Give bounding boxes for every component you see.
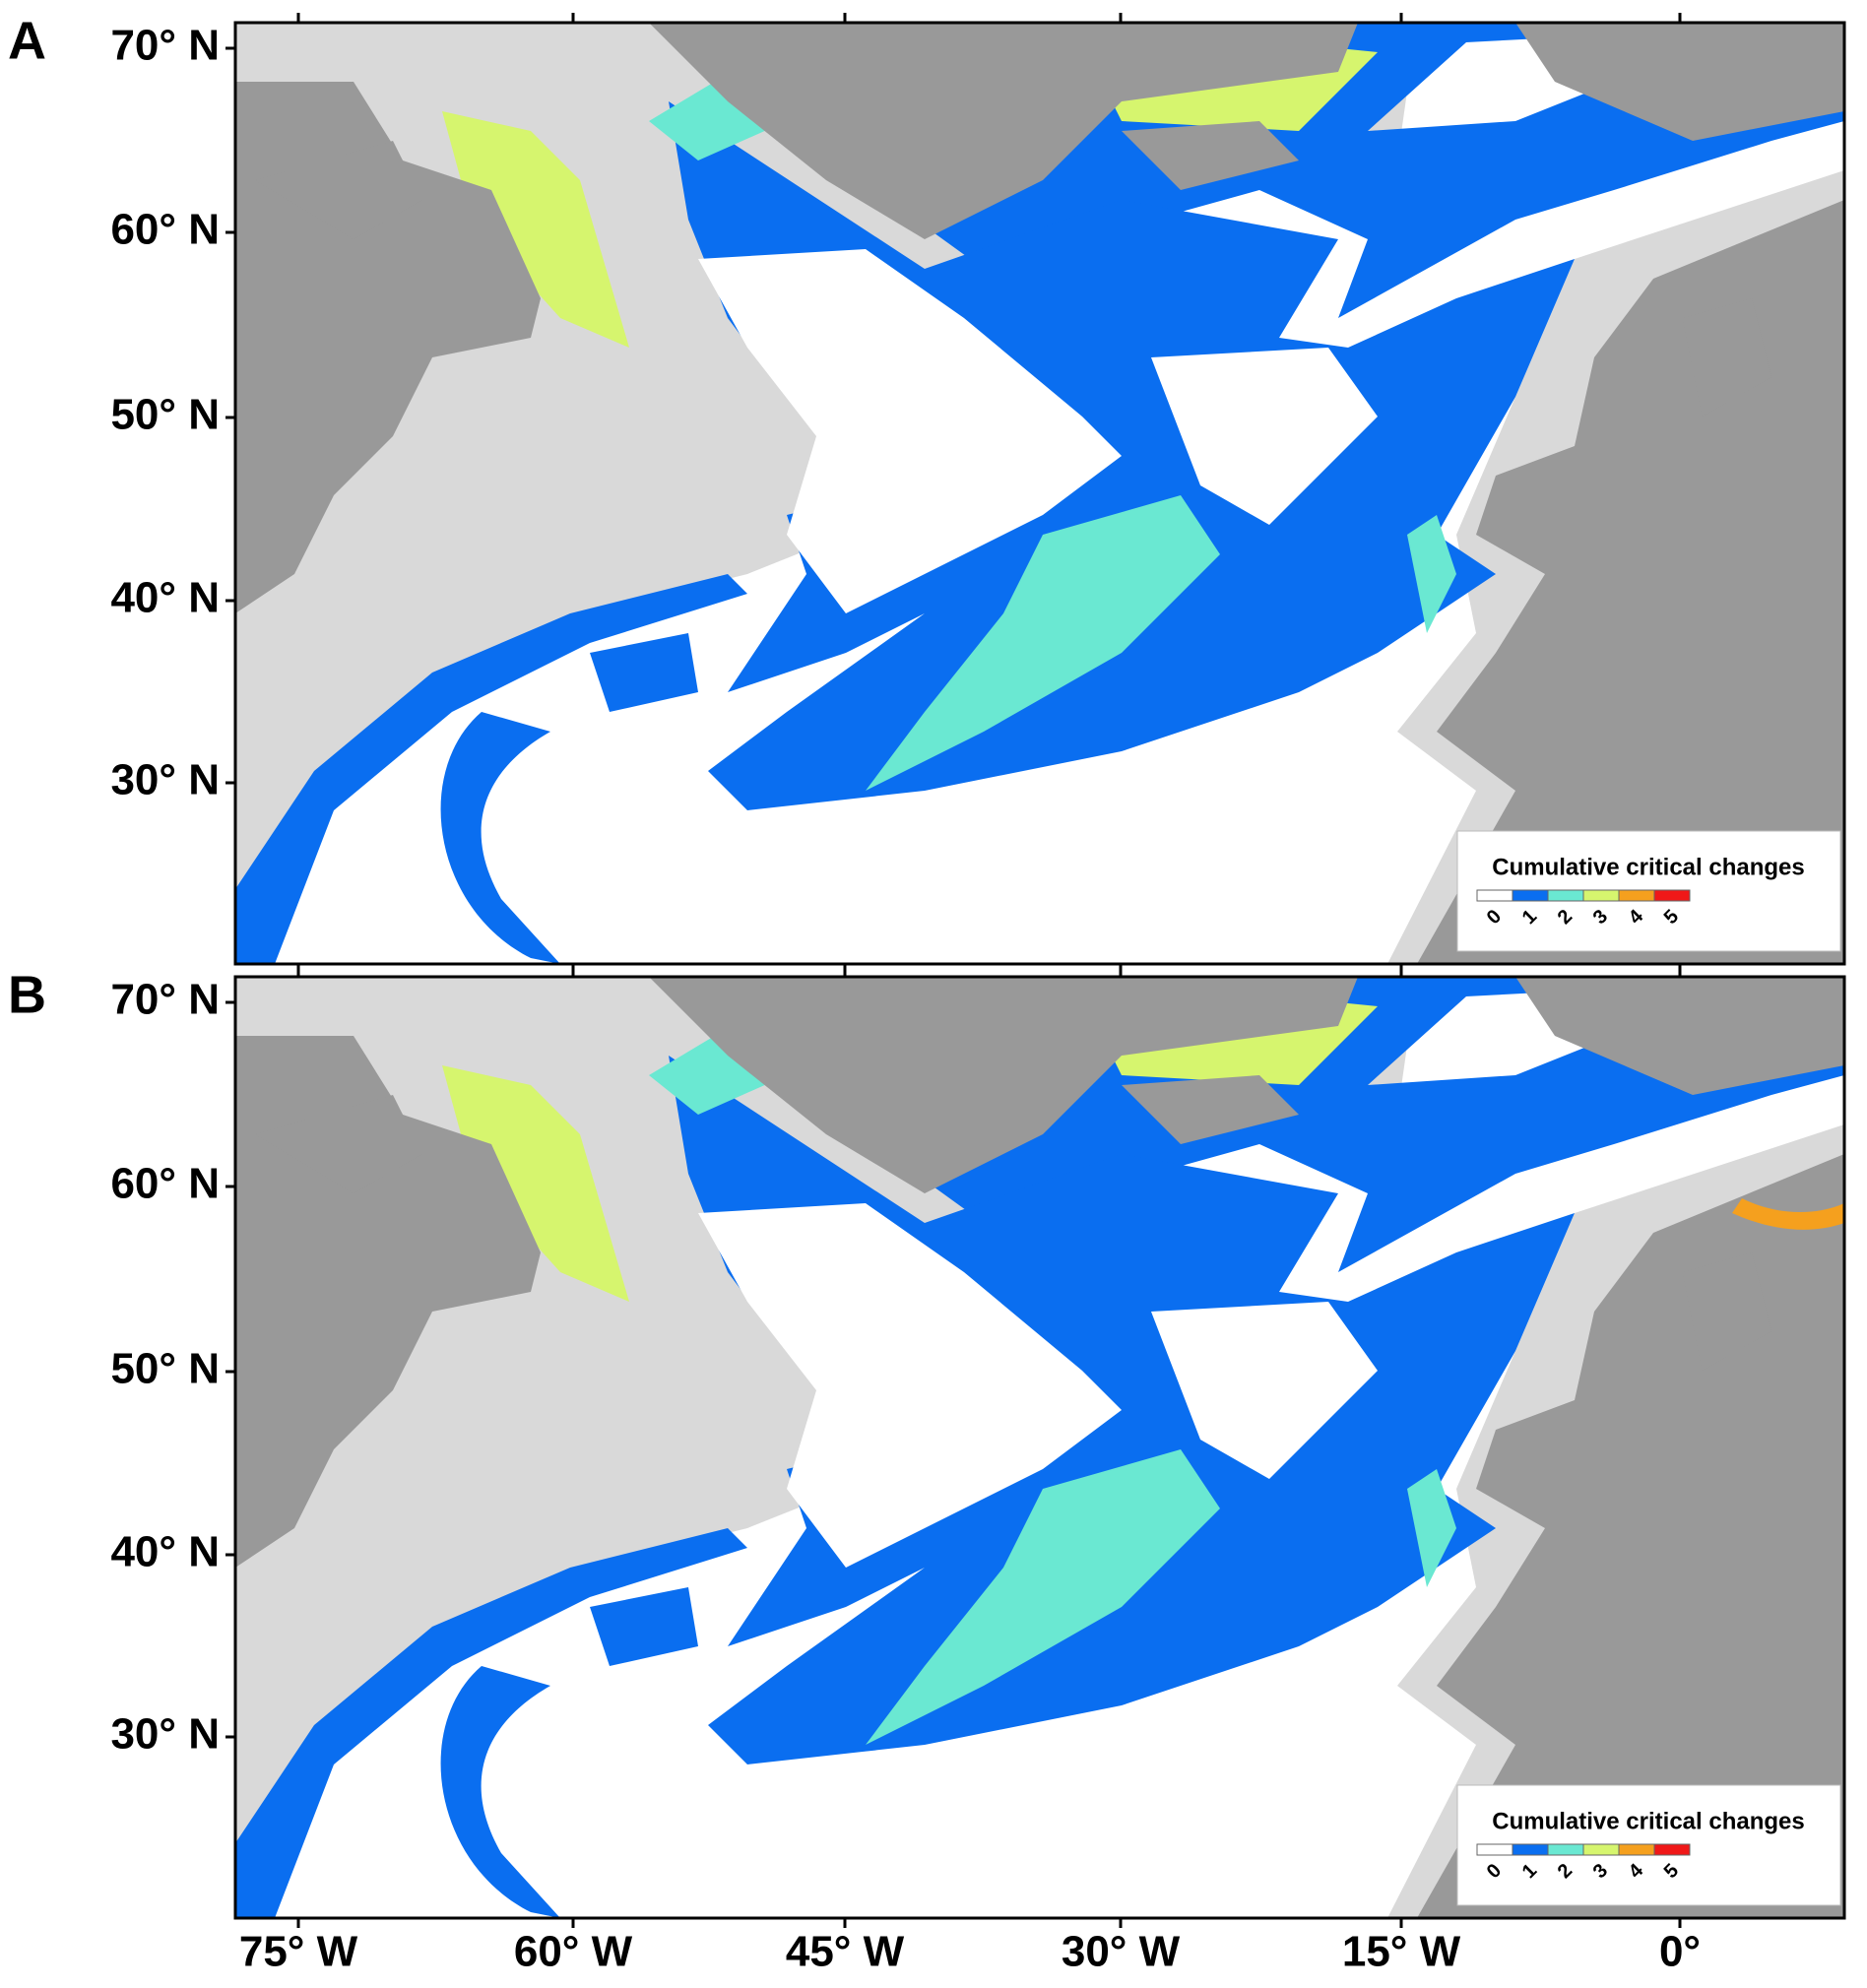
lon-tick-label: 45° W: [786, 1928, 905, 1976]
lat-tick-label: 40° N: [110, 574, 220, 622]
legend-swatch: [1476, 1843, 1513, 1856]
lon-tick-label: 0°: [1659, 1928, 1701, 1976]
lon-tick-label: 15° W: [1342, 1928, 1461, 1976]
map-frame: [233, 975, 1846, 1920]
legend-swatch: [1512, 1843, 1549, 1856]
lat-tick-label: 50° N: [110, 391, 220, 439]
map-panel: 70° N 60° N 50° N 40° N 30° N Cumulative crit…: [110, 13, 1846, 974]
map-region: [1732, 1198, 1844, 1230]
lat-tick-label: 70° N: [110, 976, 220, 1024]
lat-tick-label: 60° N: [110, 1160, 220, 1208]
legend-swatch: [1547, 889, 1584, 902]
legend-swatch: [1476, 889, 1513, 902]
legend-swatch: [1618, 1843, 1655, 1856]
basemap: [235, 23, 1844, 964]
lon-tick-label: 60° W: [514, 1928, 633, 1976]
legend-title: Cumulative critical changes: [1492, 1808, 1804, 1834]
legend-swatch: [1618, 889, 1655, 902]
legend-swatch: [1653, 1843, 1691, 1856]
basemap: [235, 977, 1844, 1918]
lat-tick-label: 30° N: [110, 1710, 220, 1759]
legend-swatch: [1582, 889, 1620, 902]
legend-swatch: [1653, 889, 1691, 902]
panel-label: B: [8, 965, 46, 1024]
map-panel: 70° N 60° N 50° N 40° N 30° N Cumulative crit…: [110, 967, 1846, 1928]
legend-swatch: [1547, 1843, 1584, 1856]
legend-swatch: [1582, 1843, 1620, 1856]
lat-tick-label: 40° N: [110, 1528, 220, 1576]
map-frame: [233, 21, 1846, 966]
legend-title: Cumulative critical changes: [1492, 854, 1804, 880]
panel-label: A: [8, 11, 46, 70]
lat-tick-label: 50° N: [110, 1345, 220, 1393]
lon-tick-label: 30° W: [1062, 1928, 1181, 1976]
lat-tick-label: 70° N: [110, 22, 220, 70]
lon-axis: 75° W 60° W 45° W 30° W 15° W 0°: [239, 1928, 1701, 1976]
lon-tick-label: 75° W: [239, 1928, 358, 1976]
lat-tick-label: 30° N: [110, 756, 220, 804]
lat-tick-label: 60° N: [110, 206, 220, 254]
legend-swatch: [1512, 889, 1549, 902]
